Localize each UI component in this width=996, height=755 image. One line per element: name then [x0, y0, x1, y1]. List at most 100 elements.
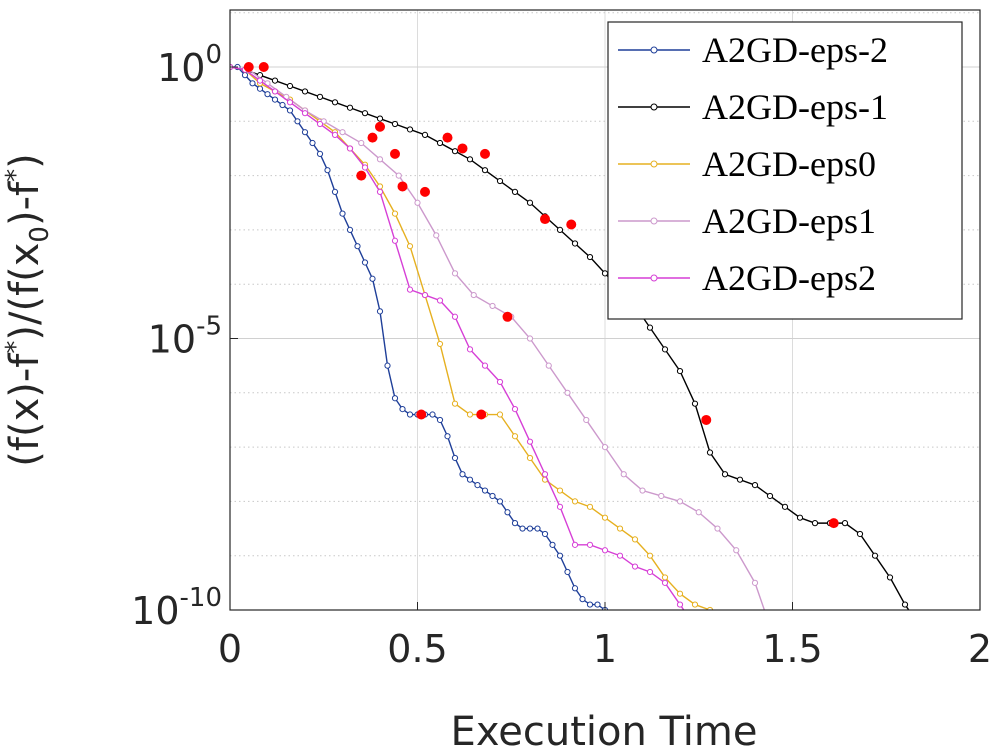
- data-point: [571, 585, 579, 592]
- data-point: [481, 167, 489, 174]
- data-point: [489, 492, 496, 500]
- red-marker: [243, 62, 254, 73]
- legend-marker: [650, 160, 658, 168]
- data-point: [433, 232, 440, 239]
- data-point: [429, 411, 436, 418]
- data-point: [421, 291, 429, 299]
- data-point: [571, 498, 579, 505]
- data-point: [511, 188, 519, 196]
- data-point: [324, 167, 331, 174]
- data-point: [714, 525, 721, 532]
- data-point: [466, 476, 474, 483]
- data-point: [249, 80, 256, 87]
- red-marker: [442, 132, 453, 143]
- data-point: [436, 139, 444, 147]
- data-point: [526, 454, 534, 462]
- data-point: [556, 226, 564, 234]
- data-point: [331, 131, 339, 138]
- series-group: [230, 62, 910, 610]
- data-point: [526, 525, 534, 532]
- data-point: [384, 362, 391, 369]
- data-point: [301, 110, 309, 117]
- series-line: [230, 66, 606, 610]
- data-point: [496, 378, 504, 386]
- data-point: [406, 411, 414, 418]
- x-tick-label: 2: [968, 627, 992, 671]
- data-point: [601, 547, 609, 554]
- data-point: [354, 243, 361, 250]
- data-point: [391, 395, 399, 402]
- y-tick-label: 10-10: [131, 583, 222, 633]
- data-point: [316, 150, 324, 157]
- data-point: [545, 362, 552, 369]
- series-layer: [230, 62, 910, 610]
- legend-item: A2GD-eps2: [618, 258, 876, 298]
- legend-label: A2GD-eps-2: [702, 30, 888, 70]
- red-marker: [701, 414, 712, 425]
- data-point: [579, 596, 586, 603]
- data-point: [271, 96, 279, 103]
- data-point: [414, 199, 421, 206]
- data-point: [361, 259, 369, 266]
- series-A2GD-eps-2: [230, 63, 609, 610]
- data-point: [841, 520, 849, 527]
- data-point: [631, 563, 639, 570]
- data-point: [346, 226, 354, 234]
- data-point: [646, 568, 654, 576]
- data-point: [676, 367, 684, 375]
- data-point: [541, 471, 549, 478]
- data-point: [301, 129, 309, 136]
- red-marker: [356, 170, 367, 181]
- data-point: [511, 520, 519, 527]
- data-point: [706, 449, 714, 456]
- data-point: [620, 471, 627, 478]
- data-point: [616, 552, 624, 559]
- data-point: [481, 487, 489, 494]
- series-line: [230, 66, 766, 610]
- data-point: [556, 487, 564, 494]
- data-point: [601, 514, 609, 521]
- data-point: [361, 110, 369, 117]
- data-point: [901, 601, 909, 608]
- data-point: [631, 536, 639, 543]
- red-marker: [375, 121, 385, 132]
- data-point: [369, 275, 376, 282]
- red-marker: [502, 311, 513, 322]
- data-point: [376, 156, 384, 163]
- data-point: [766, 492, 774, 500]
- y-tick-label: 100: [157, 40, 222, 90]
- data-point: [706, 606, 714, 610]
- ticks: 0 0.5 1 1.5 2 10-10 10-5 100: [131, 40, 992, 671]
- data-point: [601, 270, 609, 277]
- data-point: [451, 148, 459, 155]
- red-marker: [480, 148, 490, 159]
- data-point: [358, 139, 365, 147]
- data-point: [346, 145, 354, 152]
- data-point: [526, 199, 534, 206]
- data-point: [583, 416, 590, 424]
- data-point: [339, 129, 346, 136]
- data-point: [496, 498, 504, 505]
- data-point: [294, 118, 301, 125]
- red-marker: [367, 132, 378, 143]
- data-point: [376, 115, 384, 122]
- data-point: [436, 416, 444, 424]
- data-point: [301, 88, 309, 95]
- data-point: [556, 503, 564, 510]
- red-marker: [397, 181, 408, 192]
- data-point: [504, 509, 511, 516]
- data-point: [646, 324, 654, 331]
- data-point: [511, 405, 519, 413]
- red-marker: [457, 143, 468, 154]
- data-point: [661, 346, 669, 353]
- data-point: [444, 433, 451, 440]
- data-point: [856, 530, 864, 538]
- data-point: [391, 237, 399, 244]
- data-point: [241, 72, 249, 79]
- data-point: [526, 438, 534, 445]
- legend-item: A2GD-eps-2: [618, 30, 888, 70]
- data-point: [451, 270, 459, 277]
- x-tick-label: 1: [593, 627, 617, 671]
- data-point: [391, 210, 399, 217]
